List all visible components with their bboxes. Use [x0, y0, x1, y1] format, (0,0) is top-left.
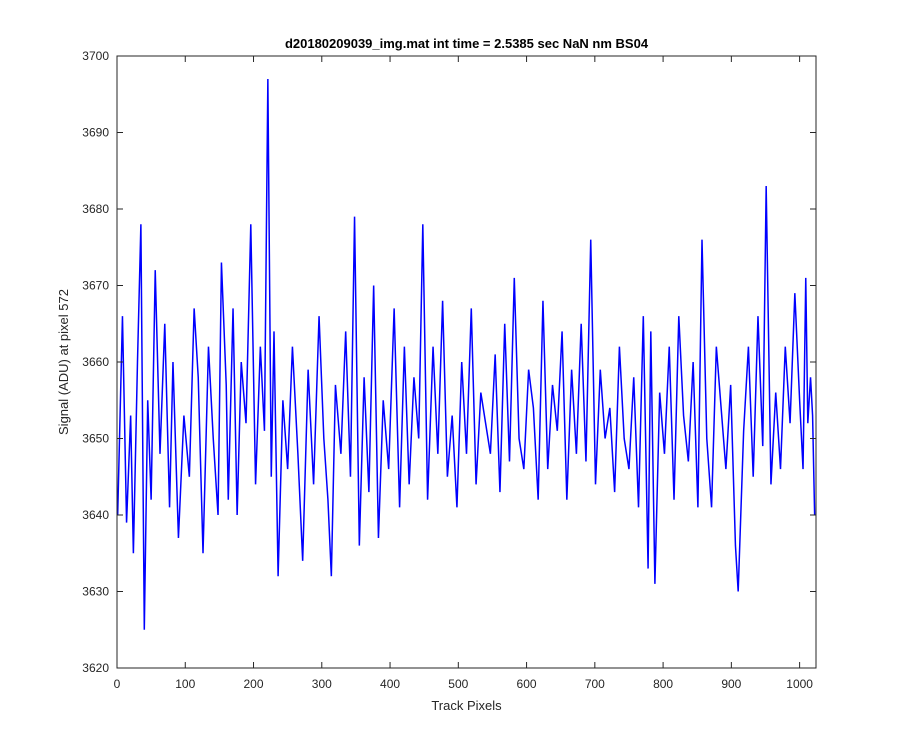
x-tick-label: 900	[721, 677, 741, 691]
x-tick-label: 400	[380, 677, 400, 691]
x-tick-label: 100	[175, 677, 195, 691]
y-tick-label: 3680	[82, 202, 109, 216]
x-axis-label: Track Pixels	[431, 698, 502, 713]
x-tick-label: 200	[244, 677, 264, 691]
y-tick-label: 3660	[82, 355, 109, 369]
x-tick-label: 300	[312, 677, 332, 691]
y-tick-label: 3640	[82, 508, 109, 522]
y-tick-label: 3650	[82, 432, 109, 446]
x-tick-label: 800	[653, 677, 673, 691]
y-tick-label: 3630	[82, 585, 109, 599]
y-tick-label: 3670	[82, 279, 109, 293]
y-tick-label: 3700	[82, 49, 109, 63]
chart-title: d20180209039_img.mat int time = 2.5385 s…	[285, 36, 649, 51]
y-tick-label: 3620	[82, 661, 109, 675]
y-axis-label: Signal (ADU) at pixel 572	[56, 289, 71, 435]
series-line-0	[117, 78, 816, 630]
plot-area	[117, 56, 816, 668]
x-tick-label: 600	[517, 677, 537, 691]
y-tick-label: 3690	[82, 126, 109, 140]
x-tick-label: 700	[585, 677, 605, 691]
x-tick-label: 500	[448, 677, 468, 691]
x-tick-label: 0	[114, 677, 121, 691]
x-tick-label: 1000	[786, 677, 813, 691]
